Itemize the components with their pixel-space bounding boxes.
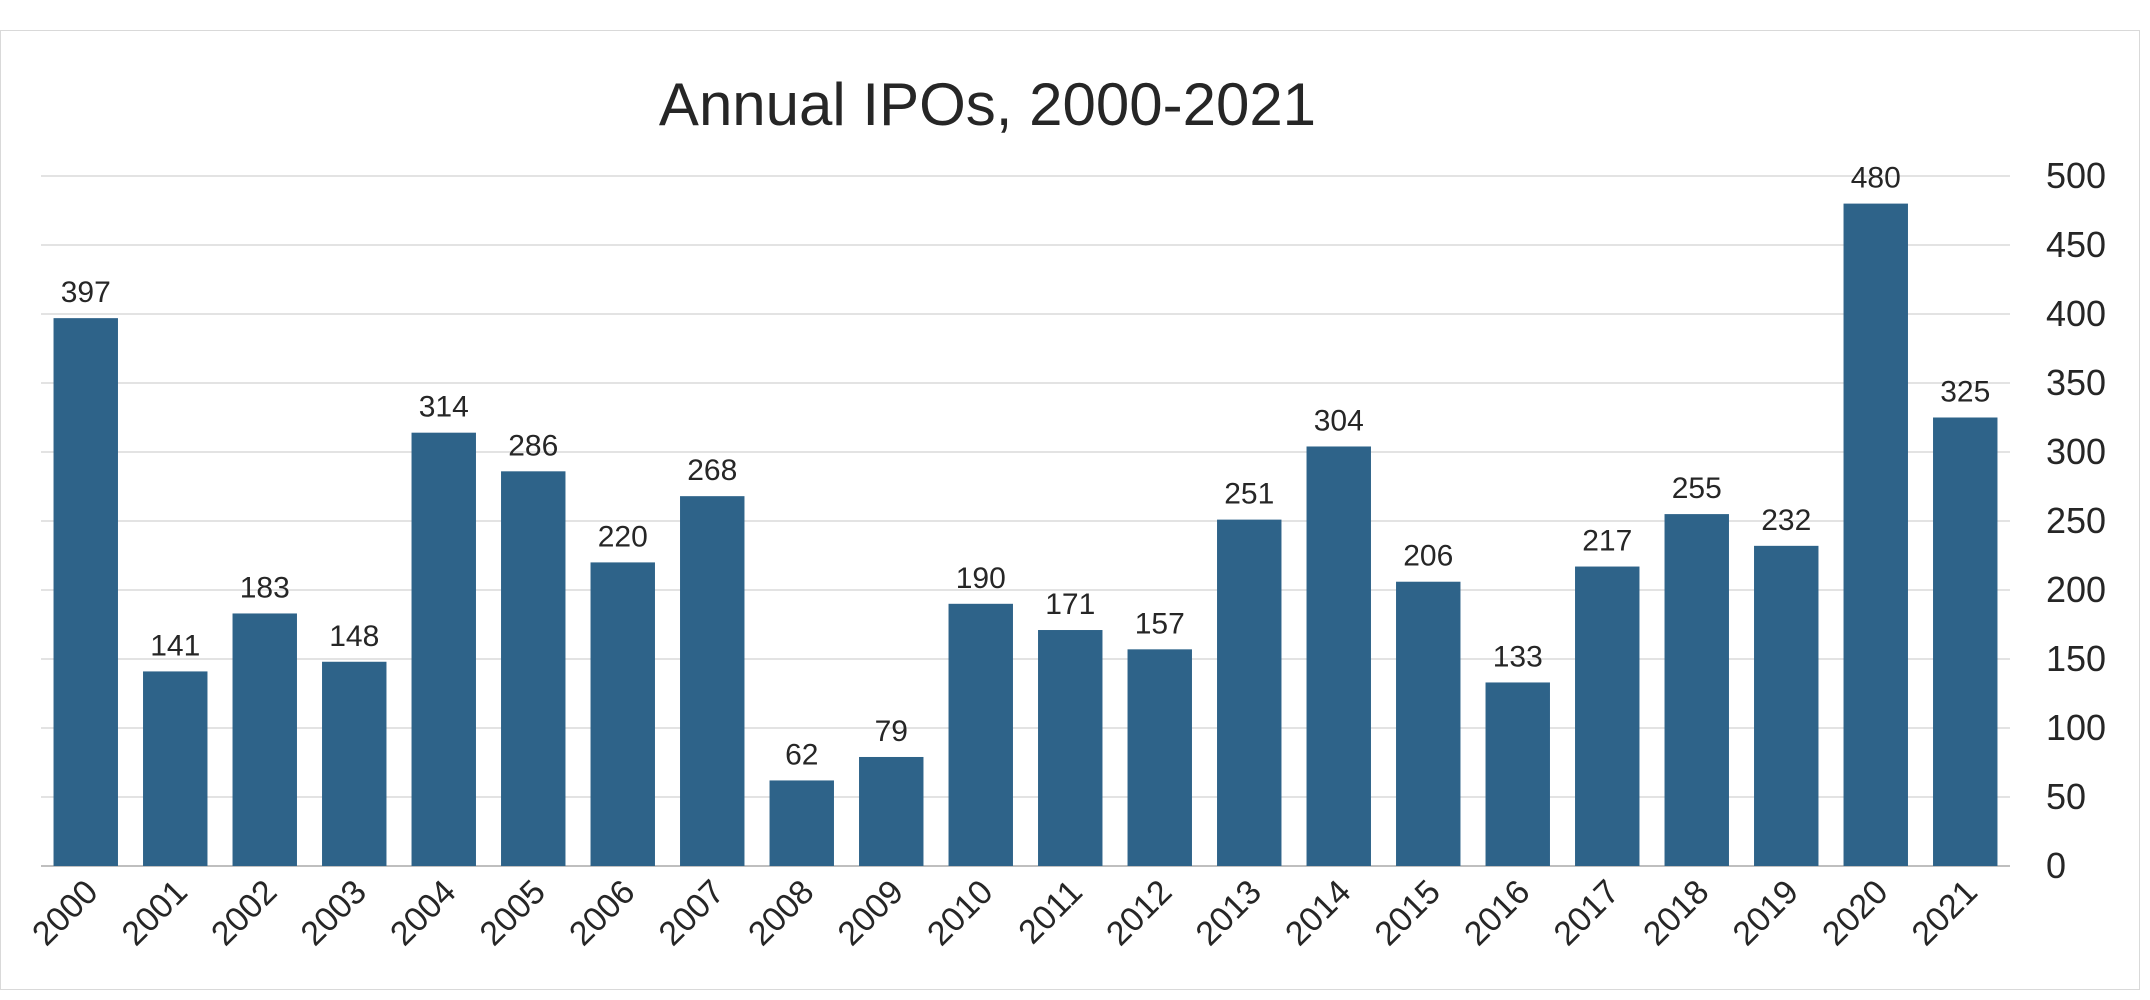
y-tick-label: 0 [2046, 845, 2066, 886]
x-tick-label-2013: 2013 [1189, 873, 1269, 953]
bar-2019 [1754, 545, 1819, 866]
data-label-2001: 141 [150, 629, 200, 662]
x-tick-label-2001: 2001 [115, 873, 195, 953]
bar-2020 [1843, 203, 1908, 867]
bar-2004 [411, 432, 476, 866]
data-label-2002: 183 [240, 571, 290, 604]
bar-2021 [1933, 417, 1998, 866]
x-tick-label-2006: 2006 [562, 873, 642, 953]
bar-2016 [1485, 682, 1550, 866]
data-label-2014: 304 [1314, 404, 1364, 437]
y-tick-label: 50 [2046, 776, 2086, 817]
bar-2012 [1127, 649, 1192, 866]
data-label-2021: 325 [1940, 376, 1990, 409]
data-label-2005: 286 [508, 429, 558, 462]
bar-2001 [143, 671, 208, 866]
bar-2009 [859, 756, 924, 866]
data-label-2006: 220 [598, 520, 648, 553]
x-tick-label-2008: 2008 [741, 873, 821, 953]
y-tick-label: 250 [2046, 500, 2106, 541]
bar-2006 [590, 562, 655, 866]
bar-2017 [1575, 566, 1640, 866]
x-tick-label-2020: 2020 [1815, 873, 1895, 953]
x-tick-label-2000: 2000 [25, 873, 105, 953]
bar-2013 [1217, 519, 1282, 866]
bars [53, 203, 1998, 867]
x-tick-label-2021: 2021 [1905, 873, 1985, 953]
bar-2015 [1396, 581, 1461, 866]
data-label-2008: 62 [785, 738, 818, 771]
data-label-2017: 217 [1582, 525, 1632, 558]
bar-2007 [680, 496, 745, 866]
data-label-2018: 255 [1672, 472, 1722, 505]
x-tick-label-2010: 2010 [920, 873, 1000, 953]
x-tick-label-2018: 2018 [1636, 873, 1716, 953]
x-axis: 2000 2001 2002 2003 2004 2005 2006 2007 2008 2009… [25, 873, 1985, 953]
bar-2003 [322, 661, 387, 866]
data-labels: 397 141 183 148 314 286 220 268 62 79 190 171 157 251… [61, 162, 1991, 772]
data-label-2007: 268 [687, 454, 737, 487]
x-tick-label-2002: 2002 [204, 873, 284, 953]
y-tick-label: 400 [2046, 293, 2106, 334]
data-label-2003: 148 [329, 620, 379, 653]
x-tick-label-2014: 2014 [1278, 873, 1358, 953]
y-tick-label: 200 [2046, 569, 2106, 610]
x-tick-label-2007: 2007 [652, 873, 732, 953]
x-tick-label-2019: 2019 [1726, 873, 1806, 953]
y-tick-label: 450 [2046, 224, 2106, 265]
x-tick-label-2012: 2012 [1099, 873, 1179, 953]
x-tick-label-2003: 2003 [294, 873, 374, 953]
data-label-2015: 206 [1403, 540, 1453, 573]
y-tick-label: 350 [2046, 362, 2106, 403]
x-tick-label-2004: 2004 [383, 873, 463, 953]
data-label-2010: 190 [956, 562, 1006, 595]
x-tick-label-2009: 2009 [831, 873, 911, 953]
y-tick-label: 100 [2046, 707, 2106, 748]
bar-2008 [769, 780, 834, 866]
data-label-2012: 157 [1135, 607, 1185, 640]
bar-2014 [1306, 446, 1371, 866]
bar-2000 [53, 318, 118, 866]
data-label-2013: 251 [1224, 478, 1274, 511]
x-tick-label-2005: 2005 [473, 873, 553, 953]
bar-2005 [501, 471, 566, 866]
data-label-2016: 133 [1493, 640, 1543, 673]
data-label-2011: 171 [1045, 588, 1095, 621]
chart-title: Annual IPOs, 2000-2021 [658, 71, 1317, 138]
data-label-2009: 79 [875, 715, 908, 748]
data-label-2019: 232 [1761, 504, 1811, 537]
y-tick-label: 300 [2046, 431, 2106, 472]
y-tick-label: 150 [2046, 638, 2106, 679]
x-tick-label-2015: 2015 [1368, 873, 1448, 953]
x-tick-label-2011: 2011 [1011, 873, 1090, 952]
bar-2010 [948, 603, 1013, 866]
data-label-2000: 397 [61, 276, 111, 309]
bar-2011 [1038, 630, 1103, 866]
bar-2018 [1664, 514, 1729, 866]
y-axis: 0 50 100 150 200 250 300 350 400 450 500 [2046, 155, 2106, 886]
x-tick-label-2017: 2017 [1547, 873, 1627, 953]
x-tick-label-2016: 2016 [1457, 873, 1537, 953]
data-label-2004: 314 [419, 391, 469, 424]
data-label-2020: 480 [1851, 162, 1901, 195]
y-tick-label: 500 [2046, 155, 2106, 196]
bar-2002 [232, 613, 297, 866]
